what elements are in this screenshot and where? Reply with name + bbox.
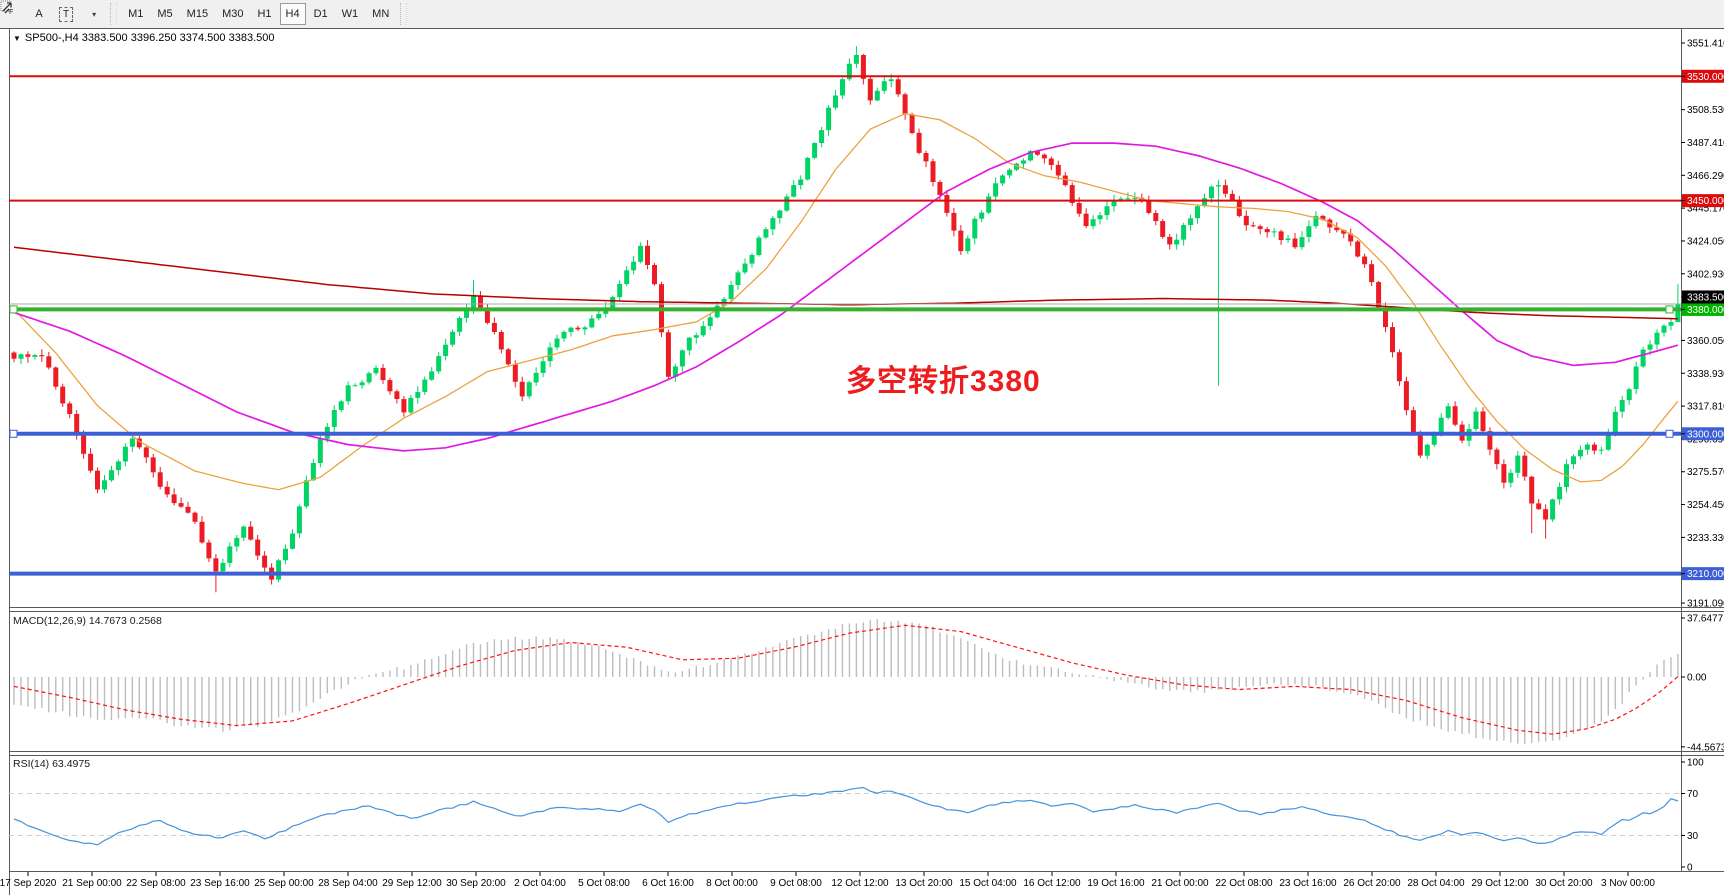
svg-text:3254.450: 3254.450	[1687, 500, 1724, 511]
svg-text:6 Oct 16:00: 6 Oct 16:00	[642, 878, 694, 889]
timeframe-button-m30[interactable]: M30	[216, 3, 249, 25]
svg-text:3508.530: 3508.530	[1687, 105, 1724, 116]
svg-text:16 Oct 12:00: 16 Oct 12:00	[1023, 878, 1081, 889]
svg-text:21 Oct 00:00: 21 Oct 00:00	[1151, 878, 1209, 889]
chart-title: ▼ SP500-,H4 3383.500 3396.250 3374.500 33…	[13, 32, 274, 44]
timeframe-button-h1[interactable]: H1	[251, 3, 277, 25]
svg-text:30 Sep 20:00: 30 Sep 20:00	[446, 878, 506, 889]
toolbar-separator	[400, 3, 408, 25]
svg-text:25 Sep 00:00: 25 Sep 00:00	[254, 878, 314, 889]
svg-text:23 Oct 16:00: 23 Oct 16:00	[1279, 878, 1337, 889]
annotation-text[interactable]: 多空转折3380	[846, 365, 1041, 398]
text-label-tool-button[interactable]: A	[27, 3, 51, 25]
svg-text:23 Sep 16:00: 23 Sep 16:00	[190, 878, 250, 889]
svg-text:12 Oct 12:00: 12 Oct 12:00	[831, 878, 889, 889]
letter-a-icon: A	[35, 8, 43, 20]
chart-title-text: SP500-,H4 3383.500 3396.250 3374.500 338…	[24, 32, 275, 44]
svg-text:3317.810: 3317.810	[1687, 402, 1724, 413]
svg-text:3380.000: 3380.000	[1687, 305, 1724, 316]
timeframe-button-m5[interactable]: M5	[151, 3, 178, 25]
svg-text:3 Nov 00:00: 3 Nov 00:00	[1601, 878, 1655, 889]
letter-t-icon: T	[59, 6, 74, 22]
svg-text:28 Sep 04:00: 28 Sep 04:00	[318, 878, 378, 889]
svg-text:3233.330: 3233.330	[1687, 533, 1724, 544]
hline-handle[interactable]	[9, 305, 18, 314]
svg-text:-44.5673: -44.5673	[1687, 742, 1724, 753]
svg-text:100: 100	[1687, 758, 1704, 769]
svg-text:22 Sep 08:00: 22 Sep 08:00	[126, 878, 186, 889]
toolbar: F A T ▾ M1 M5 M15 M30 H1 H4 D1 W1 MN	[0, 0, 1724, 29]
timeframe-button-group: M1 M5 M15 M30 H1 H4 D1 W1 MN	[121, 3, 396, 25]
svg-text:3360.050: 3360.050	[1687, 336, 1724, 347]
svg-text:8 Oct 00:00: 8 Oct 00:00	[706, 878, 758, 889]
timeframe-button-h4[interactable]: H4	[279, 3, 306, 25]
svg-text:30 Oct 20:00: 30 Oct 20:00	[1535, 878, 1593, 889]
svg-text:13 Oct 20:00: 13 Oct 20:00	[895, 878, 953, 889]
symbol-dropdown-icon[interactable]: ▼	[13, 34, 21, 43]
svg-text:9 Oct 08:00: 9 Oct 08:00	[770, 878, 822, 889]
svg-text:0: 0	[1687, 863, 1693, 874]
svg-text:70: 70	[1687, 789, 1699, 800]
svg-text:2 Oct 04:00: 2 Oct 04:00	[514, 878, 566, 889]
svg-text:3338.930: 3338.930	[1687, 369, 1724, 380]
svg-text:3530.000: 3530.000	[1687, 72, 1724, 83]
svg-text:3551.410: 3551.410	[1687, 39, 1724, 50]
svg-text:F: F	[9, 9, 13, 15]
timeframe-button-m1[interactable]: M1	[122, 3, 149, 25]
svg-text:21 Sep 00:00: 21 Sep 00:00	[62, 878, 122, 889]
svg-text:26 Oct 20:00: 26 Oct 20:00	[1343, 878, 1401, 889]
hline-handle[interactable]	[9, 429, 18, 438]
macd-indicator-label: MACD(12,26,9) 14.7673 0.2568	[13, 615, 162, 627]
timeframe-button-w1[interactable]: W1	[336, 3, 365, 25]
svg-text:3402.930: 3402.930	[1687, 269, 1724, 280]
svg-text:29 Oct 12:00: 29 Oct 12:00	[1471, 878, 1529, 889]
svg-text:19 Oct 16:00: 19 Oct 16:00	[1087, 878, 1145, 889]
cursor-tool-button[interactable]: ▾	[2, 2, 105, 25]
svg-text:3275.570: 3275.570	[1687, 467, 1724, 478]
hline-handle[interactable]	[1665, 429, 1674, 438]
svg-text:3466.290: 3466.290	[1687, 171, 1724, 182]
svg-text:3487.410: 3487.410	[1687, 138, 1724, 149]
dropdown-caret-icon[interactable]: ▾	[92, 9, 97, 19]
svg-text:3383.500: 3383.500	[1687, 292, 1724, 303]
toolbar-separator	[110, 3, 118, 25]
hline-handle[interactable]	[1665, 305, 1674, 314]
svg-text:15 Oct 04:00: 15 Oct 04:00	[959, 878, 1017, 889]
svg-text:30: 30	[1687, 831, 1699, 842]
timeframe-button-mn[interactable]: MN	[366, 3, 395, 25]
text-box-tool-button[interactable]: T	[53, 3, 79, 25]
svg-text:22 Oct 08:00: 22 Oct 08:00	[1215, 878, 1273, 889]
svg-text:3191.090: 3191.090	[1687, 599, 1724, 610]
svg-text:17 Sep 2020: 17 Sep 2020	[0, 878, 57, 889]
rsi-indicator-label: RSI(14) 63.4975	[13, 758, 91, 770]
svg-text:3424.050: 3424.050	[1687, 236, 1724, 247]
svg-text:37.6477: 37.6477	[1687, 614, 1724, 625]
svg-text:0.00: 0.00	[1687, 673, 1707, 684]
timeframe-button-m15[interactable]: M15	[181, 3, 214, 25]
svg-text:3210.000: 3210.000	[1687, 569, 1724, 580]
timeframe-button-d1[interactable]: D1	[308, 3, 334, 25]
svg-text:3450.000: 3450.000	[1687, 196, 1724, 207]
svg-text:29 Sep 12:00: 29 Sep 12:00	[382, 878, 442, 889]
svg-text:3445.170: 3445.170	[1687, 204, 1724, 215]
svg-text:28 Oct 04:00: 28 Oct 04:00	[1407, 878, 1465, 889]
svg-text:5 Oct 08:00: 5 Oct 08:00	[578, 878, 630, 889]
svg-text:3300.000: 3300.000	[1687, 429, 1724, 440]
crosshair-arrows-icon	[2, 2, 12, 14]
